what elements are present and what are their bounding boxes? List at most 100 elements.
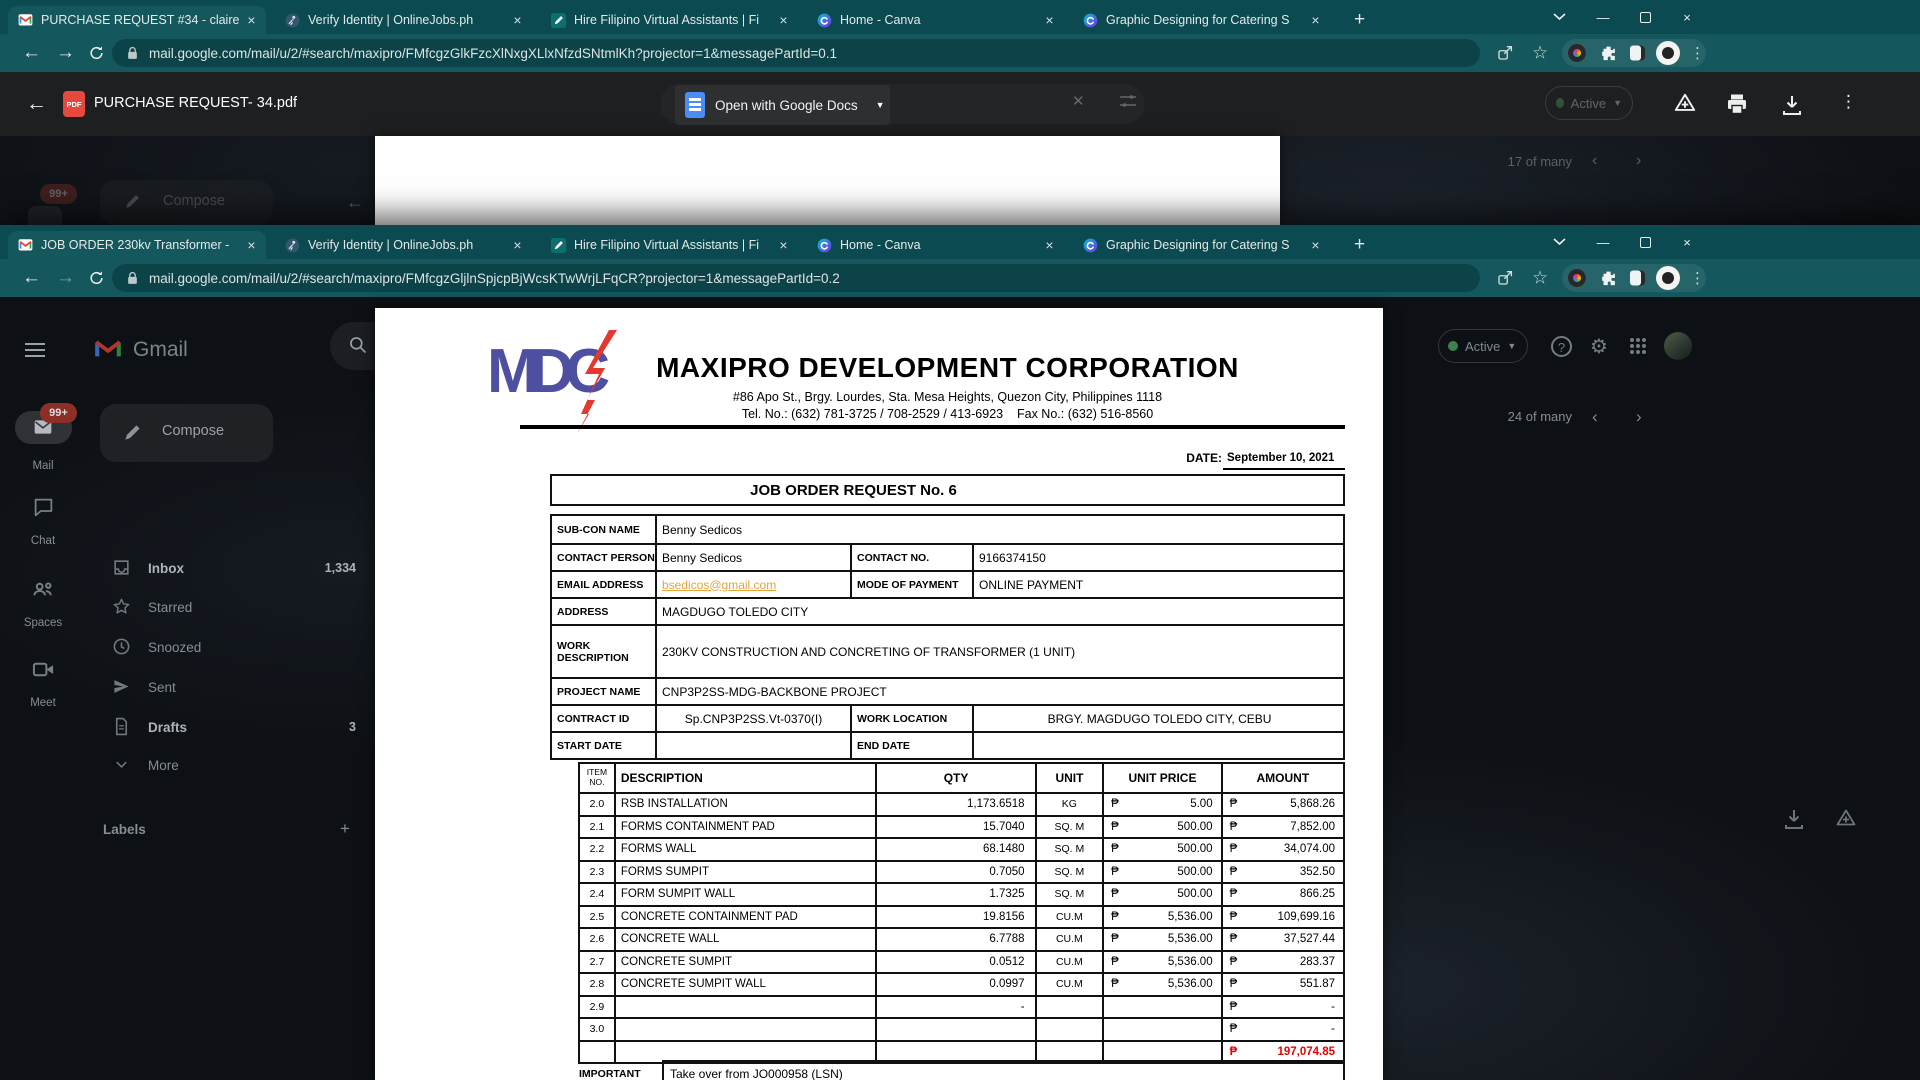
- tab-search-chevron-icon[interactable]: [1538, 225, 1580, 259]
- newer-chevron-icon[interactable]: ‹: [1592, 152, 1598, 169]
- open-with-google-docs-button[interactable]: Open with Google Docs ▼: [675, 85, 890, 125]
- item-unit-price: ₱ 5,536.00: [1102, 929, 1220, 950]
- older-chevron-icon[interactable]: ›: [1636, 407, 1642, 426]
- extensions-icon[interactable]: [1600, 270, 1617, 287]
- forward-icon[interactable]: →: [56, 42, 75, 63]
- apps-grid-icon[interactable]: [1630, 338, 1634, 342]
- browser-tab[interactable]: Verify Identity | OnlineJobs.ph ×: [274, 231, 532, 259]
- item-unit-price: ₱ 500.00: [1102, 839, 1220, 860]
- url-bar[interactable]: mail.google.com/mail/u/2/#search/maxipro…: [112, 264, 1480, 292]
- sidebar-item-drafts[interactable]: Drafts 3: [98, 710, 368, 744]
- print-icon[interactable]: [1725, 92, 1749, 116]
- rail-item-mail[interactable]: 99+: [0, 403, 86, 444]
- star-icon: [112, 597, 132, 617]
- extensions-icon[interactable]: [1600, 45, 1617, 62]
- floating-download-icon[interactable]: [1782, 807, 1806, 831]
- header-cell: [1102, 1041, 1220, 1062]
- browser-tab[interactable]: Home - Canva ×: [806, 231, 1064, 259]
- tab-close-icon[interactable]: ×: [1311, 236, 1320, 253]
- add-to-drive-icon[interactable]: [1672, 91, 1698, 117]
- tab-close-icon[interactable]: ×: [513, 236, 522, 253]
- rail-item-spaces[interactable]: [0, 578, 86, 606]
- new-tab-button[interactable]: +: [1353, 9, 1366, 30]
- field-value[interactable]: bsedicos@gmail.com: [655, 572, 850, 597]
- pencil-icon: [551, 237, 566, 253]
- browser-tab[interactable]: JOB ORDER 230kv Transformer - ×: [8, 231, 266, 259]
- settings-gear-icon[interactable]: ⚙: [1590, 336, 1608, 358]
- maximize-button[interactable]: [1624, 0, 1666, 34]
- newer-chevron-icon[interactable]: ‹: [1592, 407, 1598, 426]
- tab-close-icon[interactable]: ×: [779, 11, 788, 28]
- url-bar[interactable]: mail.google.com/mail/u/2/#search/maxipro…: [112, 39, 1480, 67]
- browser-tab[interactable]: Graphic Designing for Catering S ×: [1072, 231, 1330, 259]
- forward-icon[interactable]: →: [56, 267, 75, 288]
- chevron-down-icon[interactable]: ▼: [875, 100, 885, 110]
- minimize-button[interactable]: —: [1596, 9, 1610, 25]
- share-icon[interactable]: [1496, 269, 1514, 287]
- browser-avatar[interactable]: [1656, 41, 1680, 65]
- tab-close-icon[interactable]: ×: [1311, 11, 1320, 28]
- close-window-button[interactable]: ×: [1683, 9, 1691, 25]
- item-unit: [1034, 996, 1103, 1017]
- bookmark-star-icon[interactable]: ☆: [1532, 42, 1549, 63]
- item-qty: -: [875, 996, 1034, 1017]
- minimize-button[interactable]: —: [1596, 234, 1610, 250]
- compose-button[interactable]: Compose: [100, 404, 273, 462]
- maximize-button[interactable]: [1624, 225, 1666, 259]
- rail-item-meet[interactable]: [0, 658, 86, 686]
- download-icon[interactable]: [1780, 93, 1804, 117]
- older-chevron-icon[interactable]: ›: [1636, 152, 1642, 169]
- browser-tab[interactable]: Graphic Designing for Catering S ×: [1072, 6, 1330, 34]
- account-avatar[interactable]: [1664, 332, 1692, 360]
- floating-add-to-drive-icon[interactable]: [1834, 807, 1858, 831]
- back-icon[interactable]: ←: [22, 42, 41, 63]
- sidebar-extension-icon[interactable]: [1630, 270, 1645, 286]
- sidebar-item-sent[interactable]: Sent: [98, 670, 368, 704]
- back-icon[interactable]: ←: [22, 267, 41, 288]
- lens-extension-icon[interactable]: [1568, 44, 1586, 62]
- help-icon[interactable]: ?: [1551, 336, 1572, 357]
- sidebar-item-snoozed[interactable]: Snoozed: [98, 630, 368, 664]
- rail-item-chat[interactable]: [0, 497, 86, 523]
- add-label-icon[interactable]: +: [340, 819, 350, 838]
- browser-tab[interactable]: PURCHASE REQUEST #34 - claire ×: [8, 6, 266, 34]
- new-tab-button[interactable]: +: [1353, 234, 1366, 255]
- compose-pencil-icon: [123, 423, 142, 442]
- refresh-icon[interactable]: [88, 45, 105, 62]
- tab-close-icon[interactable]: ×: [513, 11, 522, 28]
- table-row: PROJECT NAME CNP3P2SS-MDG-BACKBONE PROJEC…: [552, 677, 1343, 704]
- sidebar-item-inbox[interactable]: Inbox 1,334: [98, 551, 368, 585]
- tab-close-icon[interactable]: ×: [779, 236, 788, 253]
- browser-tab[interactable]: Hire Filipino Virtual Assistants | Fi ×: [540, 6, 798, 34]
- sidebar-extension-icon[interactable]: [1630, 45, 1645, 61]
- browser-tab[interactable]: Verify Identity | OnlineJobs.ph ×: [274, 6, 532, 34]
- more-icon[interactable]: ⋮: [1690, 270, 1705, 287]
- status-chip[interactable]: Active ▼: [1438, 329, 1528, 363]
- sidebar-item-label: Sent: [148, 679, 176, 695]
- tab-search-chevron-icon[interactable]: [1538, 0, 1580, 34]
- share-icon[interactable]: [1496, 44, 1514, 62]
- browser-tab[interactable]: Home - Canva ×: [806, 6, 1064, 34]
- tab-close-icon[interactable]: ×: [247, 11, 256, 28]
- search-bar-stub[interactable]: [330, 322, 380, 370]
- browser-tab[interactable]: Hire Filipino Virtual Assistants | Fi ×: [540, 231, 798, 259]
- close-window-button[interactable]: ×: [1683, 234, 1691, 250]
- tab-close-icon[interactable]: ×: [1045, 11, 1054, 28]
- close-preview-back-icon[interactable]: ←: [26, 92, 47, 115]
- more-options-icon[interactable]: ⋮: [1840, 92, 1857, 111]
- labels-header: Labels: [103, 822, 146, 837]
- hamburger-icon[interactable]: [25, 339, 45, 361]
- lens-extension-icon[interactable]: [1568, 269, 1586, 287]
- sidebar-item-starred[interactable]: Starred: [98, 590, 368, 624]
- url-text[interactable]: mail.google.com/mail/u/2/#search/maxipro…: [149, 270, 840, 286]
- more-icon[interactable]: ⋮: [1690, 45, 1705, 62]
- browser-avatar[interactable]: [1656, 266, 1680, 290]
- field-value: [972, 733, 1345, 758]
- item-row: 2.3 FORMS SUMPIT 0.7050 SQ. M ₱ 500.00 ₱ 352.50: [580, 859, 1343, 882]
- refresh-icon[interactable]: [88, 270, 105, 287]
- bookmark-star-icon[interactable]: ☆: [1532, 267, 1549, 288]
- tab-close-icon[interactable]: ×: [1045, 236, 1054, 253]
- url-text[interactable]: mail.google.com/mail/u/2/#search/maxipro…: [149, 45, 838, 61]
- sidebar-item-more[interactable]: More: [98, 748, 368, 782]
- tab-close-icon[interactable]: ×: [247, 236, 256, 253]
